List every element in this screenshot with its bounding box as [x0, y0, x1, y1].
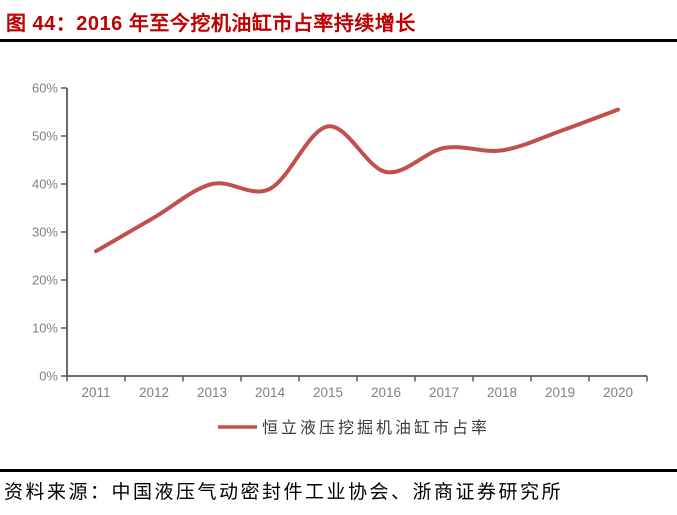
trend-line — [94, 107, 620, 254]
x-axis-labels: 2011 2012 2013 2014 2015 2016 2017 2018 2019 2020 — [81, 385, 633, 400]
x-axis-label: 2012 — [139, 385, 169, 400]
y-axis-label: 60% — [32, 81, 58, 96]
figure-title: 图 44：2016 年至今挖机油缸市占率持续增长 — [6, 13, 416, 35]
source-note: 资料来源：中国液压气动密封件工业协会、浙商证券研究所 — [4, 482, 564, 503]
market-share-line-chart: 0%10%20%30%40%50%60% 2011 2012 2013 2014 201… — [32, 81, 648, 437]
x-axis-label: 2014 — [255, 385, 286, 400]
axis-lines — [61, 87, 648, 382]
y-axis-label: 20% — [32, 273, 58, 288]
x-axis-label: 2013 — [197, 385, 227, 400]
y-axis-label: 50% — [32, 129, 58, 144]
title-separator-rule — [0, 39, 677, 42]
x-axis-label: 2018 — [487, 385, 517, 400]
y-axis-label: 30% — [32, 225, 58, 240]
source-separator-rule — [0, 469, 677, 472]
x-axis-label: 2015 — [313, 385, 343, 400]
y-axis-label: 40% — [32, 177, 58, 192]
x-axis-label: 2019 — [545, 385, 575, 400]
x-axis-label: 2016 — [371, 385, 401, 400]
y-axis-labels: 0% 10% 20% 30% 40% 50% 60% — [32, 81, 58, 384]
x-axis-label: 2011 — [81, 385, 110, 400]
y-axis-label: 10% — [32, 321, 58, 336]
y-axis-label: 0% — [39, 369, 58, 384]
legend-label: 恒立液压挖掘机油缸市占率 — [262, 418, 490, 437]
x-axis-label: 2017 — [429, 385, 459, 400]
legend: 恒立液压挖掘机油缸市占率 — [218, 418, 490, 437]
x-axis-label: 2020 — [603, 385, 633, 400]
